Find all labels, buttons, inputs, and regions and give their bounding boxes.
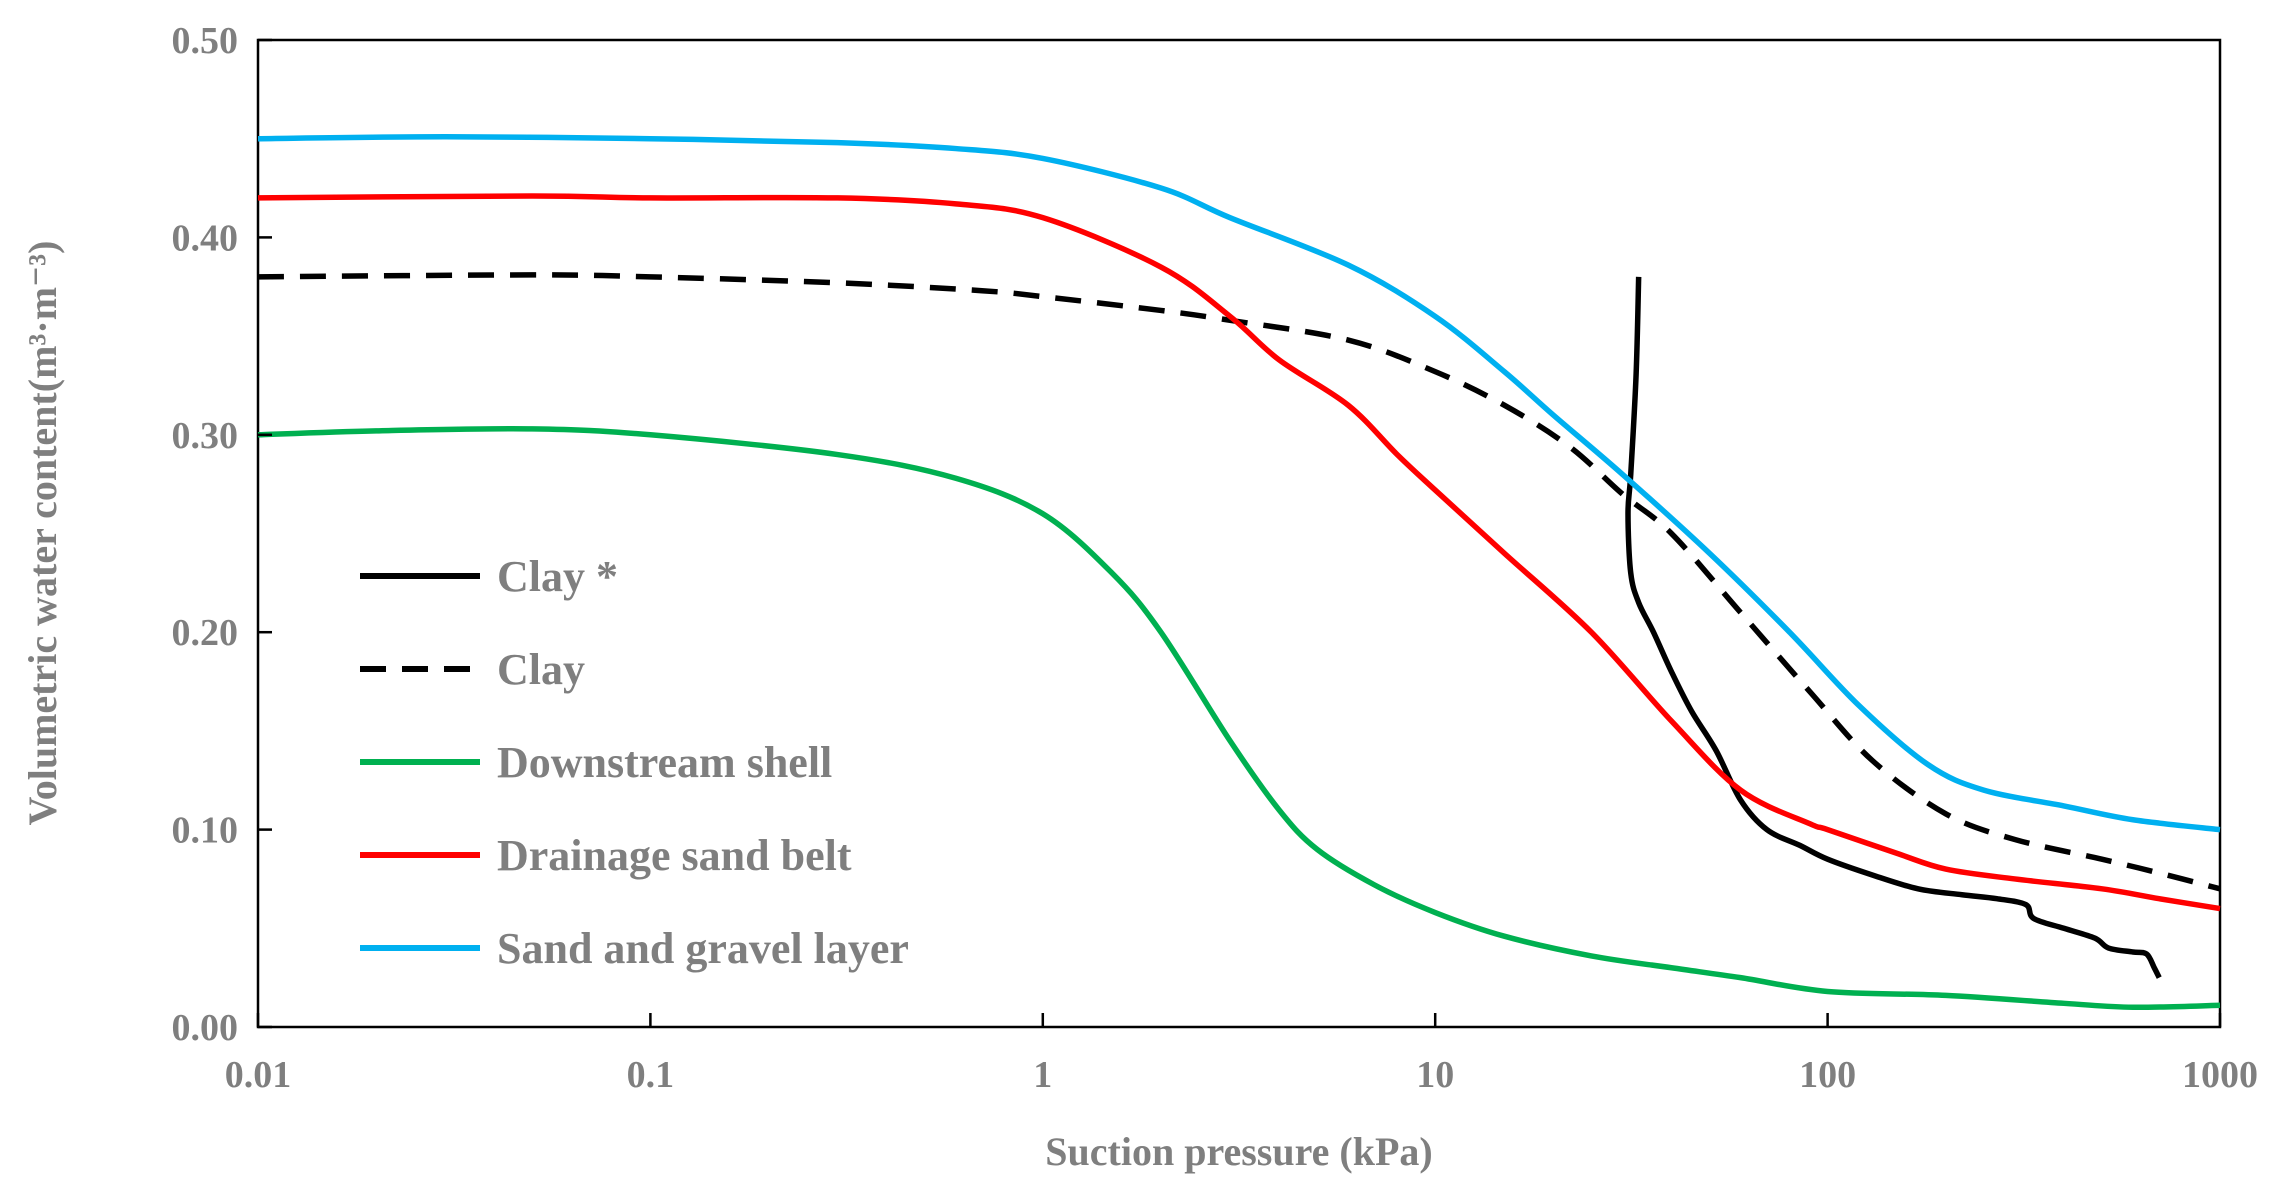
x-tick-label: 10 (1416, 1054, 1454, 1096)
x-tick-label: 1 (1033, 1054, 1052, 1096)
x-tick-label: 0.01 (225, 1054, 292, 1096)
y-tick-label: 0.40 (172, 217, 239, 259)
plot-frame (256, 38, 2222, 1029)
x-tick-label: 0.1 (627, 1054, 675, 1096)
y-tick-label: 0.10 (172, 810, 239, 852)
series-line-downstream-shell (257, 425, 2221, 1011)
y-tick-label: 0.20 (172, 612, 239, 654)
x-tick-label: 1000 (2182, 1054, 2258, 1096)
series-line-clay (257, 272, 2221, 892)
legend-label: Downstream shell (497, 738, 832, 787)
series-lines (257, 133, 2221, 1011)
legend-label: Drainage sand belt (497, 831, 852, 880)
legend-label: Clay * (497, 552, 618, 601)
y-tick-label: 0.50 (172, 20, 239, 62)
series-line-sand-and-gravel-layer (257, 133, 2221, 833)
legend-label: Sand and gravel layer (497, 924, 909, 973)
x-axis-title: Suction pressure (kPa) (1045, 1129, 1432, 1174)
series-line-drainage-sand-belt (257, 193, 2221, 912)
series-line-clay (1625, 276, 2162, 979)
y-tick-label: 0.00 (172, 1007, 239, 1049)
y-tick-label: 0.30 (172, 415, 239, 457)
y-axis-ticks: 0.00 0.10 0.20 0.30 0.40 0.50 (172, 20, 272, 1049)
legend-label: Clay (497, 645, 585, 694)
x-tick-label: 100 (1799, 1054, 1856, 1096)
y-axis-title: Volumetric water content(m³·m⁻³) (20, 241, 65, 826)
x-axis-ticks: 0.01 0.1 1 10 100 1000 (225, 1013, 2258, 1096)
legend: Clay * Clay Downstream shell Drainage sand … (360, 552, 909, 973)
